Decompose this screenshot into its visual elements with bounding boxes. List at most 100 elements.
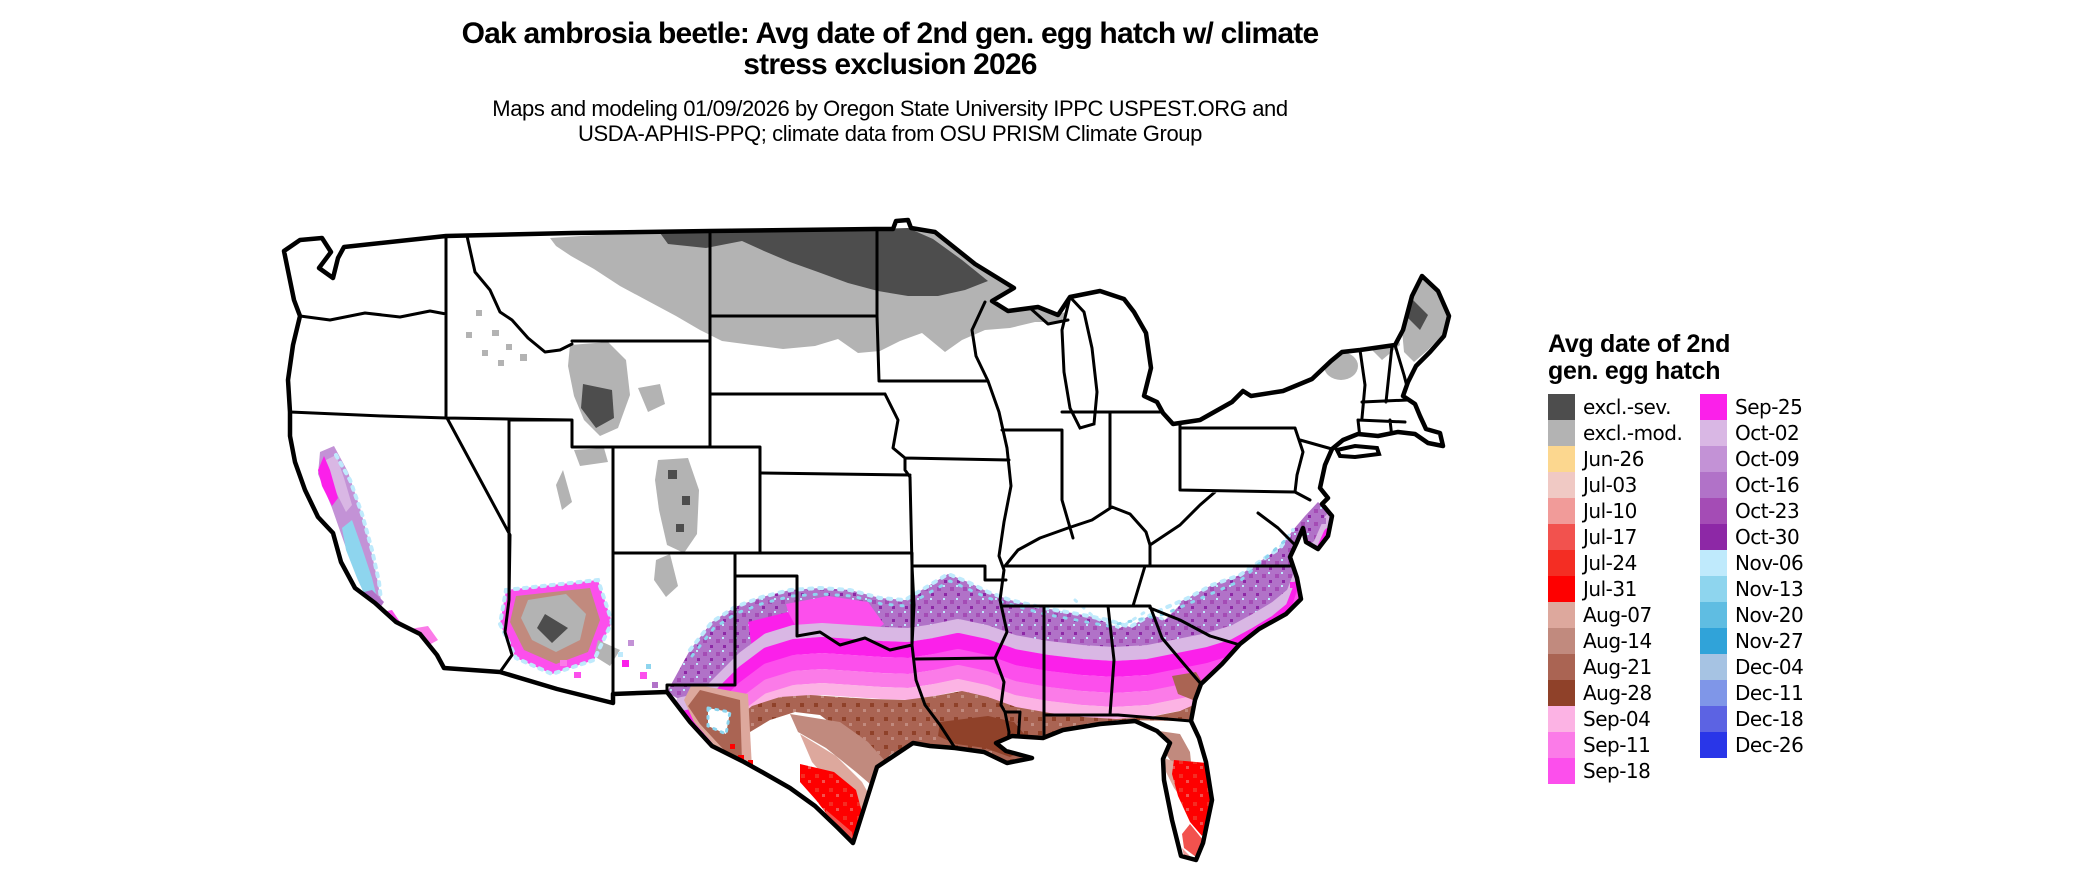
region-excl-bighorn [638,384,665,412]
legend-title-line1: Avg date of 2nd [1548,330,1731,358]
legend-swatch [1700,732,1727,758]
legend-item: Sep-25 [1700,394,1852,420]
legend-swatch [1700,706,1727,732]
legend-label: Aug-28 [1583,681,1652,705]
lake-michigan [1060,293,1099,430]
band-oct02 [675,513,1338,711]
legend-swatch [1548,576,1575,602]
legend-item: Nov-06 [1700,550,1852,576]
legend-item: Aug-07 [1548,602,1700,628]
legend-item: Nov-20 [1700,602,1852,628]
region-florida-keys [1160,867,1215,882]
legend-label: Sep-18 [1583,759,1651,783]
state-borders [288,228,1412,750]
region-excl-maine-severe [1408,300,1428,330]
legend-label: Sep-11 [1583,733,1651,757]
region-sierra-core [324,455,352,512]
legend-column-left: excl.-sev. excl.-mod. Jun-26 Jul-03 Jul-… [1548,394,1700,784]
region-stexas-red [800,764,862,846]
legend-swatch [1700,550,1727,576]
legend-label: Sep-04 [1583,707,1651,731]
legend-label: Oct-23 [1735,499,1800,523]
legend-label: excl.-mod. [1583,421,1683,445]
legend-swatch [1548,680,1575,706]
legend-swatch [1548,654,1575,680]
legend-label: Nov-06 [1735,551,1804,575]
region-band-october [667,502,1330,700]
legend-swatch [1548,758,1575,784]
legend-swatch [1548,524,1575,550]
legend-label: Nov-27 [1735,629,1804,653]
legend-item: Oct-09 [1700,446,1852,472]
legend-item: Aug-21 [1548,654,1700,680]
legend-swatch [1700,602,1727,628]
legend-item: Dec-04 [1700,654,1852,680]
legend-swatch [1700,524,1727,550]
region-excl-new-mexico [654,554,678,597]
legend-swatch [1700,628,1727,654]
legend-swatch [1700,394,1727,420]
region-excl-adirondacks [1324,352,1358,380]
map-subtitle-line2: USDA-APHIS-PPQ; climate data from OSU PR… [578,121,1202,146]
legend-item: Nov-13 [1700,576,1852,602]
legend-item: Nov-27 [1700,628,1852,654]
legend-swatch [1700,446,1727,472]
legend-item: Jun-26 [1548,446,1700,472]
legend-item: Dec-18 [1700,706,1852,732]
legend-label: Oct-16 [1735,473,1800,497]
legend-label: Oct-02 [1735,421,1800,445]
region-stexas-tan [790,714,886,790]
legend-label: Dec-18 [1735,707,1804,731]
legend-swatch [1548,498,1575,524]
legend-label: excl.-sev. [1583,395,1671,419]
region-florida-red [1172,760,1212,836]
legend-item: Jul-03 [1548,472,1700,498]
legend-label: Jun-26 [1583,447,1644,471]
fringe-cyan-sierra [334,453,383,602]
legend-item: Sep-11 [1548,732,1700,758]
legend-swatch [1548,706,1575,732]
legend-label: Nov-13 [1735,577,1804,601]
legend-item: Aug-14 [1548,628,1700,654]
legend: Avg date of 2nd gen. egg hatch excl.-sev… [1548,331,1888,784]
region-sierra-cyan [342,520,377,602]
legend-label: Nov-20 [1735,603,1804,627]
legend-label: Dec-04 [1735,655,1804,679]
legend-item: Jul-17 [1548,524,1700,550]
legend-label: Aug-14 [1583,629,1652,653]
legend-item: Dec-26 [1700,732,1852,758]
legend-title: Avg date of 2nd gen. egg hatch [1548,331,1888,385]
fringe-cyan-arizona [497,577,615,677]
map-title: Oak ambrosia beetle: Avg date of 2nd gen… [0,18,1780,80]
legend-swatch [1700,472,1727,498]
legend-item: Oct-16 [1700,472,1852,498]
legend-column-right: Sep-25 Oct-02 Oct-09 Oct-16 Oct-23 Oct-3… [1700,394,1852,784]
legend-item: excl.-sev. [1548,394,1700,420]
legend-item: Oct-23 [1700,498,1852,524]
legend-label: Aug-21 [1583,655,1652,679]
legend-label: Jul-31 [1583,577,1637,601]
legend-item: Oct-30 [1700,524,1852,550]
map-title-line1: Oak ambrosia beetle: Avg date of 2nd gen… [461,17,1320,50]
region-florida-lightred [1182,824,1203,857]
legend-title-line2: gen. egg hatch [1548,357,1721,385]
legend-swatch [1700,654,1727,680]
legend-swatch [1700,576,1727,602]
region-nm-border-speckles [560,640,658,688]
map-title-line2: stress exclusion 2026 [743,48,1037,81]
legend-label: Jul-24 [1583,551,1637,575]
region-excl-colorado-severe [668,470,690,532]
map-subtitle: Maps and modeling 01/09/2026 by Oregon S… [0,96,1780,146]
legend-swatch [1548,420,1575,446]
us-outline [281,217,1452,863]
legend-label: Sep-25 [1735,395,1803,419]
legend-label: Aug-07 [1583,603,1652,627]
legend-swatch [1548,446,1575,472]
legend-item: Jul-24 [1548,550,1700,576]
legend-item: Sep-18 [1548,758,1700,784]
legend-swatch [1548,732,1575,758]
legend-swatch [1548,628,1575,654]
map-subtitle-line1: Maps and modeling 01/09/2026 by Oregon S… [492,96,1288,121]
